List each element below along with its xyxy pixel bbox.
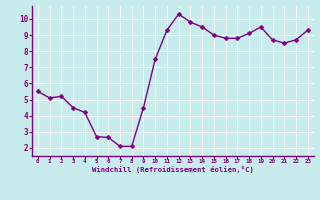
X-axis label: Windchill (Refroidissement éolien,°C): Windchill (Refroidissement éolien,°C) bbox=[92, 166, 254, 173]
